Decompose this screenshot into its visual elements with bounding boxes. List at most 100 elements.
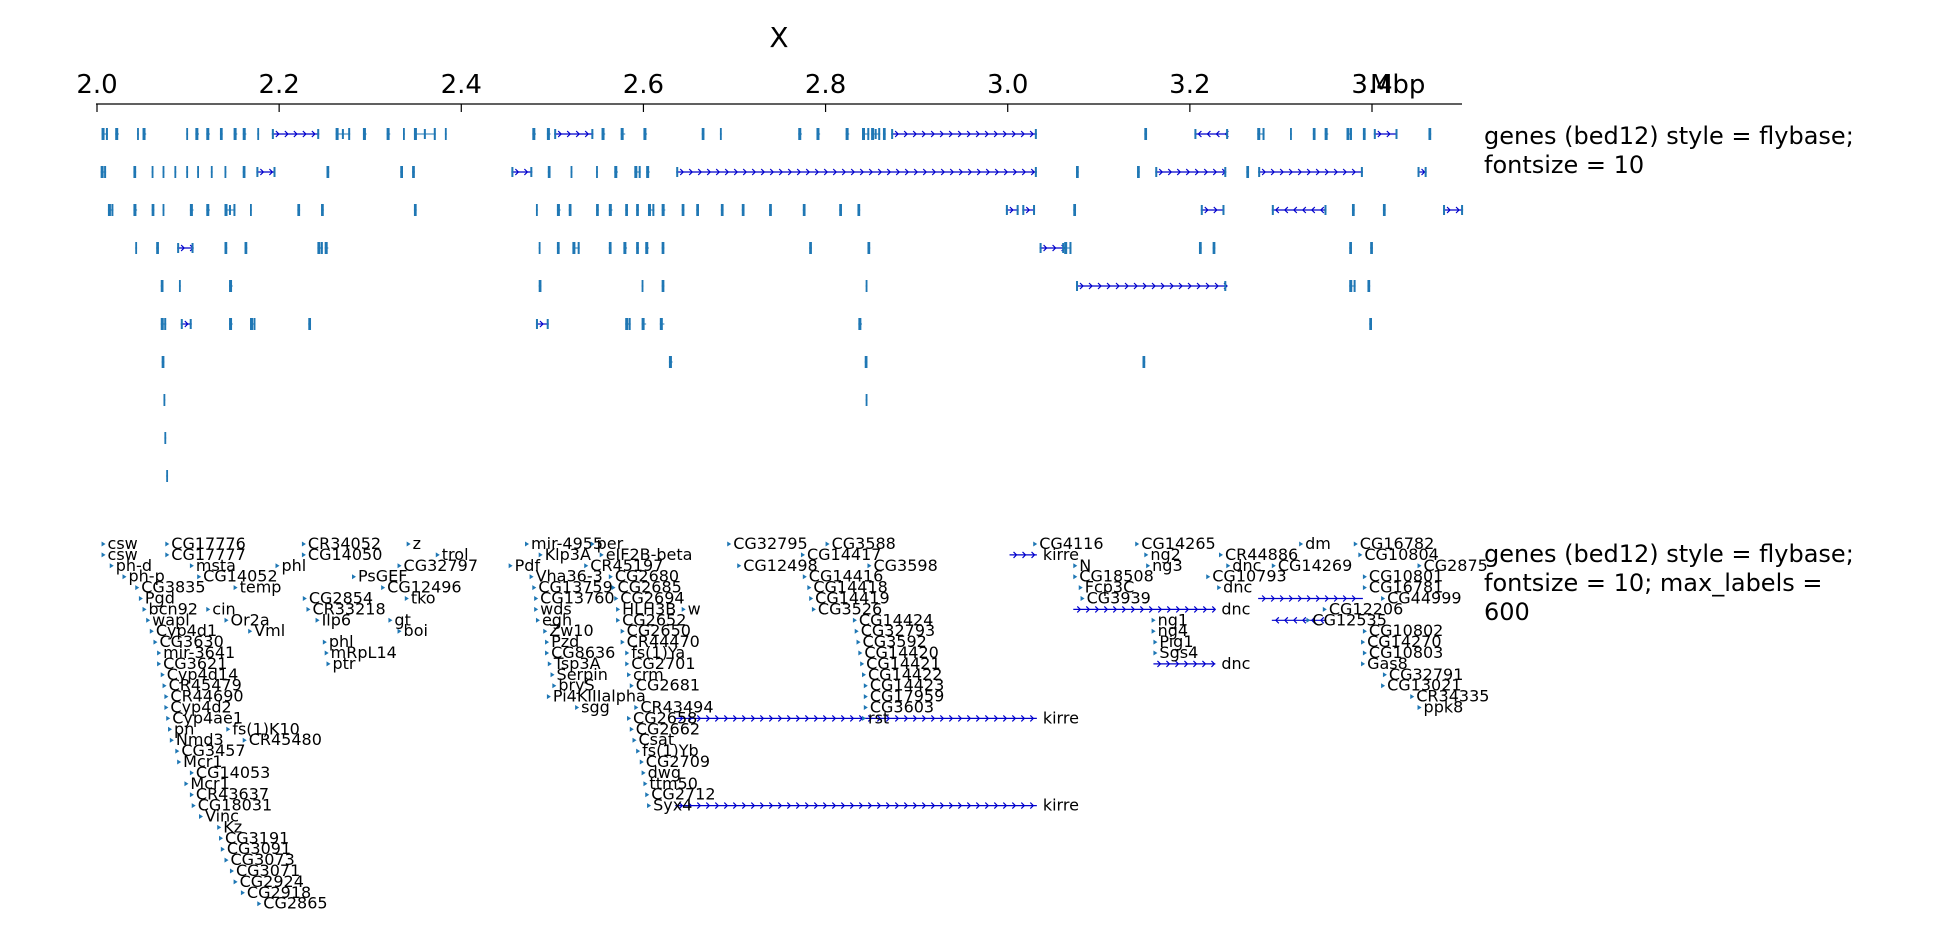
gene-feature-labeled: CG3621	[157, 654, 227, 673]
gene-feature-labeled: CR34052	[301, 534, 381, 553]
gene-label: CG2650	[627, 621, 691, 640]
gene-mark	[1146, 563, 1151, 569]
x-axis-tick-label: 3.2	[1169, 70, 1210, 100]
strand-arrow-mark	[831, 802, 837, 810]
exon-mark	[572, 242, 576, 254]
strand-arrow-mark	[584, 130, 590, 138]
gene-label: CG16782	[1360, 534, 1434, 553]
gene-mark	[381, 585, 386, 591]
exon-mark	[412, 166, 415, 178]
gene-feature-labeled: wds	[534, 599, 572, 618]
x-axis-tick-label: 2.4	[441, 70, 482, 100]
gene-feature	[101, 128, 108, 140]
gene-label: CG32797	[404, 556, 478, 575]
gene-feature	[676, 167, 1037, 177]
gene-mark	[1144, 552, 1149, 558]
gene-feature	[636, 242, 639, 254]
gene-label: Mcr1	[183, 752, 222, 771]
exon-mark	[242, 166, 246, 178]
exon-mark	[166, 470, 169, 482]
strand-arrow-mark	[696, 714, 702, 722]
exon-mark	[162, 204, 165, 216]
strand-arrow-mark	[750, 802, 756, 810]
gene-feature-labeled: Sgs4	[1153, 643, 1198, 662]
exon-mark	[164, 318, 167, 330]
gene-feature	[244, 242, 248, 254]
gene-feature	[250, 318, 256, 330]
exon-mark	[659, 318, 663, 330]
gene-label: Fcp3C	[1085, 578, 1135, 597]
exon-mark	[535, 319, 538, 329]
exon-mark	[862, 128, 865, 140]
gene-feature	[858, 318, 862, 330]
strand-arrow-mark	[966, 802, 972, 810]
exon-mark	[178, 280, 181, 292]
gene-mark	[532, 585, 537, 591]
gene-feature-labeled: mir-4955	[525, 534, 603, 553]
gene-mark	[611, 585, 616, 591]
gene-feature	[647, 204, 655, 216]
exon-mark	[601, 128, 605, 140]
strand-arrow-mark	[705, 802, 711, 810]
gene-feature-labeled: CG3603	[863, 698, 934, 717]
strand-arrow-mark	[1315, 168, 1321, 176]
gene-mark	[629, 683, 634, 689]
gene-mark	[860, 661, 865, 667]
gene-feature-labeled: w	[681, 599, 701, 618]
gene-feature	[1428, 128, 1432, 140]
gene-label: Syx4	[653, 796, 692, 815]
exon-mark	[645, 242, 649, 254]
gene-label: Ilp6	[322, 610, 352, 629]
gene-label: CG32791	[1389, 665, 1463, 684]
strand-arrow-mark	[1310, 206, 1316, 214]
strand-arrow-mark	[1020, 130, 1025, 138]
gene-label: bcn92	[149, 599, 198, 618]
gene-mark	[862, 715, 866, 721]
exon-mark	[839, 204, 842, 216]
gene-feature-labeled: CR45480	[242, 730, 322, 749]
strand-arrow-mark	[1031, 551, 1036, 559]
exon-mark	[1349, 128, 1352, 140]
strand-arrow-mark	[948, 802, 954, 810]
track-2-label: genes (bed12) style = flybase; fontsize …	[1484, 540, 1944, 627]
gene-feature	[160, 318, 167, 330]
exon-mark	[308, 318, 312, 330]
exon-mark	[101, 128, 105, 140]
gene-feature-labeled	[1271, 616, 1327, 624]
exon-mark	[661, 242, 665, 254]
gene-feature	[547, 166, 551, 178]
gene-feature-labeled: pn	[168, 719, 194, 738]
exon-mark	[156, 242, 159, 254]
gene-feature	[568, 204, 572, 216]
gene-label: CG13021	[1387, 676, 1461, 695]
strand-arrow-mark	[1377, 130, 1382, 138]
exon-mark	[858, 318, 862, 330]
exon-mark	[423, 129, 426, 139]
gene-feature-labeled: CG13021	[1381, 676, 1462, 695]
gene-mark	[1362, 650, 1367, 656]
strand-arrow-mark	[1076, 605, 1082, 613]
exon-mark	[596, 166, 598, 178]
strand-arrow-mark	[268, 168, 274, 176]
gene-feature-labeled: CG12498	[737, 556, 818, 575]
strand-arrow-mark	[912, 802, 918, 810]
strand-arrow-mark	[778, 168, 784, 176]
gene-label: boi	[404, 621, 428, 640]
gene-mark	[1151, 628, 1156, 634]
gene-mark	[550, 672, 555, 678]
gene-feature	[400, 166, 403, 178]
gene-feature-labeled: CG2658	[627, 708, 697, 727]
gene-mark	[546, 694, 551, 700]
gene-feature-labeled: CG3598	[867, 556, 938, 575]
strand-arrow-mark	[958, 168, 964, 176]
exon-mark	[1137, 166, 1140, 178]
gene-feature-labeled: Fcp3C	[1078, 578, 1135, 597]
gene-label: fs(1)K10	[232, 719, 299, 738]
gene-mark	[435, 552, 440, 558]
strand-arrow-mark	[1184, 605, 1190, 613]
strand-arrow-mark	[1160, 282, 1165, 290]
gene-feature-labeled: Mcr1	[184, 774, 230, 793]
gene-feature	[1271, 205, 1327, 215]
gene-mark	[599, 552, 604, 558]
